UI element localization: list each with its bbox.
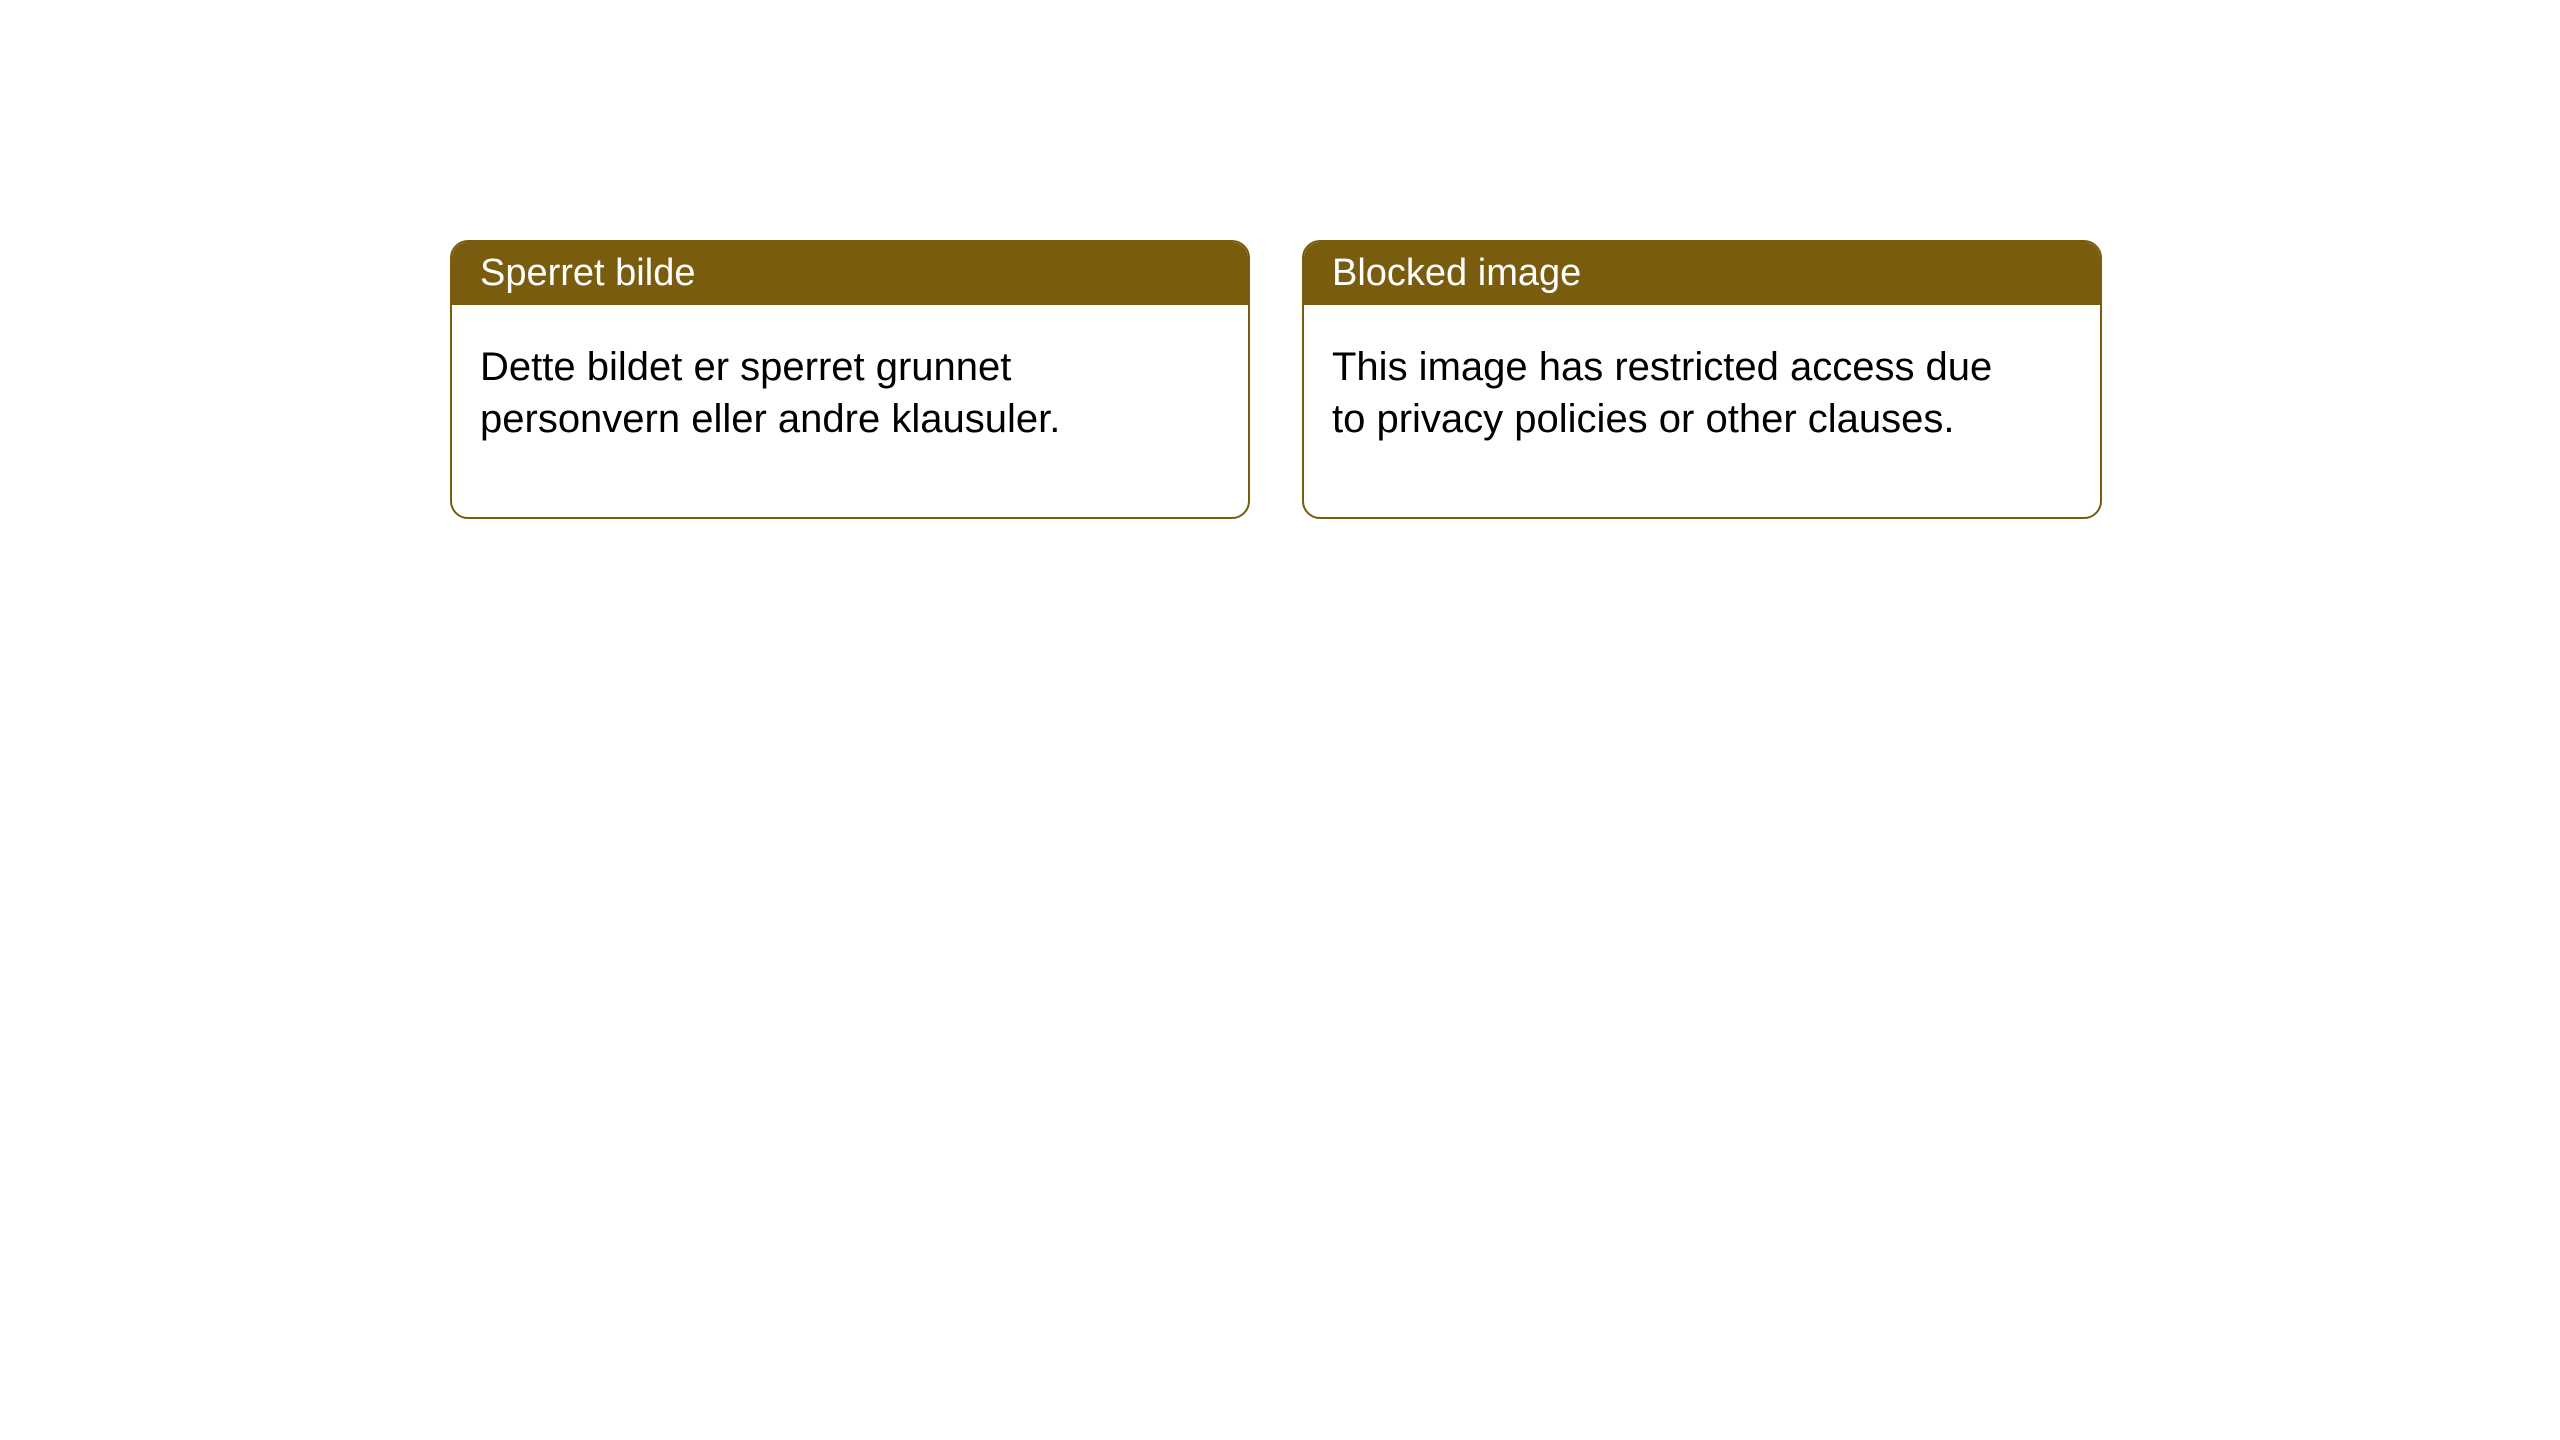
notice-card-english: Blocked image This image has restricted …	[1302, 240, 2102, 519]
card-header: Sperret bilde	[452, 242, 1248, 305]
card-header: Blocked image	[1304, 242, 2100, 305]
card-body-text: This image has restricted access due to …	[1332, 345, 1992, 441]
card-body: This image has restricted access due to …	[1304, 305, 2024, 517]
card-body-text: Dette bildet er sperret grunnet personve…	[480, 345, 1060, 441]
notice-cards-container: Sperret bilde Dette bildet er sperret gr…	[450, 240, 2102, 519]
card-title: Sperret bilde	[480, 252, 695, 294]
notice-card-norwegian: Sperret bilde Dette bildet er sperret gr…	[450, 240, 1250, 519]
card-title: Blocked image	[1332, 252, 1581, 294]
card-body: Dette bildet er sperret grunnet personve…	[452, 305, 1172, 517]
